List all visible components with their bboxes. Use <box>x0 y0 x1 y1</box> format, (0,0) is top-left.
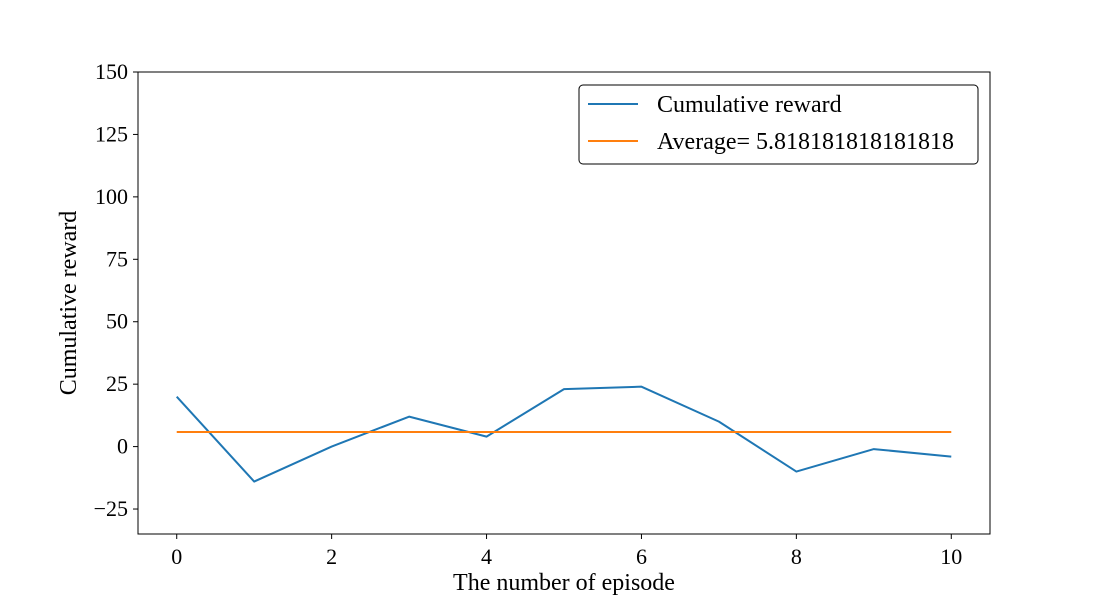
y-tick-label: 75 <box>106 246 128 271</box>
x-tick-label: 8 <box>791 544 802 569</box>
y-axis-label: Cumulative reward <box>56 211 82 396</box>
legend-box <box>578 84 979 165</box>
legend-label-cumulative-reward: Cumulative reward <box>657 92 842 118</box>
y-tick-label: 50 <box>106 309 128 334</box>
x-tick-label: 6 <box>636 544 647 569</box>
plot-frame <box>137 71 991 535</box>
x-tick-label: 10 <box>940 544 962 569</box>
y-tick-label: 150 <box>95 59 128 84</box>
y-tick-label: 25 <box>106 371 128 396</box>
series-layer <box>175 385 952 483</box>
y-tick-label: 125 <box>95 121 128 146</box>
series-line-cumulative-reward <box>175 385 952 483</box>
y-tick-label: −25 <box>94 496 128 521</box>
legend-label-average: Average= 5.818181818181818 <box>657 129 954 155</box>
y-tick-label: 0 <box>117 434 128 459</box>
x-tick-label: 0 <box>171 544 182 569</box>
x-axis: 0 2 4 6 8 10 <box>171 534 962 569</box>
x-tick-label: 4 <box>481 544 492 569</box>
x-tick-label: 2 <box>326 544 337 569</box>
legend: Cumulative reward Average= 5.81818181818… <box>578 84 979 165</box>
y-axis: −25 0 25 50 75 100 125 150 <box>94 59 138 521</box>
x-axis-label: The number of episode <box>453 570 675 596</box>
y-tick-label: 100 <box>95 184 128 209</box>
